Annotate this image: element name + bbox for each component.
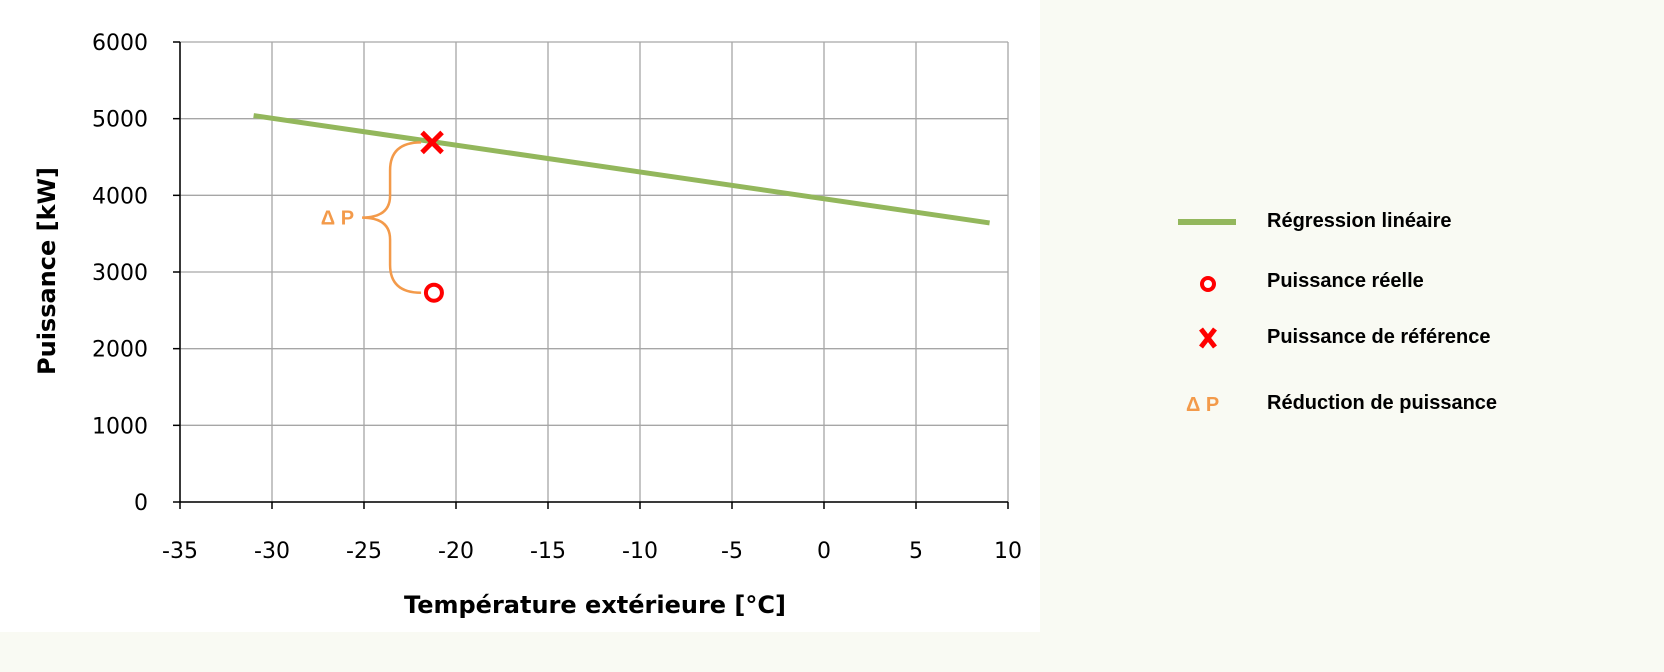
y-tick-label: 5000 xyxy=(92,108,148,133)
legend-circle-marker xyxy=(1200,276,1216,292)
y-tick-label: 3000 xyxy=(92,261,148,286)
x-tick-label: -30 xyxy=(254,539,290,564)
y-tick-label: 1000 xyxy=(92,414,148,439)
legend-label: Puissance réelle xyxy=(1267,270,1424,292)
legend-x-marker xyxy=(1199,327,1217,349)
grid xyxy=(179,41,1009,503)
x-marker-stroke xyxy=(420,130,444,155)
legend-item-power-reduction: Δ P Réduction de puissance xyxy=(1170,388,1650,418)
y-tick-label: 6000 xyxy=(92,31,148,56)
x-tick-label: 10 xyxy=(994,539,1022,564)
regression-line xyxy=(253,113,990,226)
legend-item-actual-power: Puissance réelle xyxy=(1170,266,1650,296)
x-tick-label: -15 xyxy=(530,539,566,564)
delta-p-label: Δ P xyxy=(321,208,354,230)
x-tick-label: 0 xyxy=(817,539,831,564)
series xyxy=(253,113,990,303)
x-axis-title: Température extérieure [°C] xyxy=(404,591,786,619)
x-tick-label: -5 xyxy=(721,539,743,564)
legend-item-regression: Régression linéaire xyxy=(1170,206,1650,236)
y-axis-title: Puissance [kW] xyxy=(33,167,61,375)
y-tick-label: 0 xyxy=(134,491,148,516)
delta-p-brace xyxy=(362,141,422,294)
legend-line-swatch xyxy=(1178,219,1236,225)
annotations: Δ P xyxy=(321,141,422,294)
x-tick-label: -10 xyxy=(622,539,658,564)
y-tick-label: 4000 xyxy=(92,184,148,209)
legend-label: Régression linéaire xyxy=(1267,210,1452,232)
x-tick-label: 5 xyxy=(909,539,923,564)
chart-panel: -35 -30 -25 -20 -15 -10 -5 0 5 10 0 1000 2000 3000 400… xyxy=(0,0,1040,632)
reference-power-point xyxy=(420,130,444,155)
legend-item-reference-power: Puissance de référence xyxy=(1170,322,1650,352)
actual-power-point xyxy=(423,282,444,303)
x-tick-label: -20 xyxy=(438,539,474,564)
x-tick-label: -35 xyxy=(162,539,198,564)
axes xyxy=(173,41,1009,509)
x-tick-label: -25 xyxy=(346,539,382,564)
y-tick-label: 2000 xyxy=(92,338,148,363)
legend-label: Puissance de référence xyxy=(1267,326,1491,348)
tick-labels: -35 -30 -25 -20 -15 -10 -5 0 5 10 0 1000 2000 3000 400… xyxy=(92,31,1022,564)
legend-label: Réduction de puissance xyxy=(1267,392,1498,414)
legend-delta-p-symbol: Δ P xyxy=(1186,394,1220,416)
chart-svg: -35 -30 -25 -20 -15 -10 -5 0 5 10 0 1000 2000 3000 400… xyxy=(33,31,1022,619)
